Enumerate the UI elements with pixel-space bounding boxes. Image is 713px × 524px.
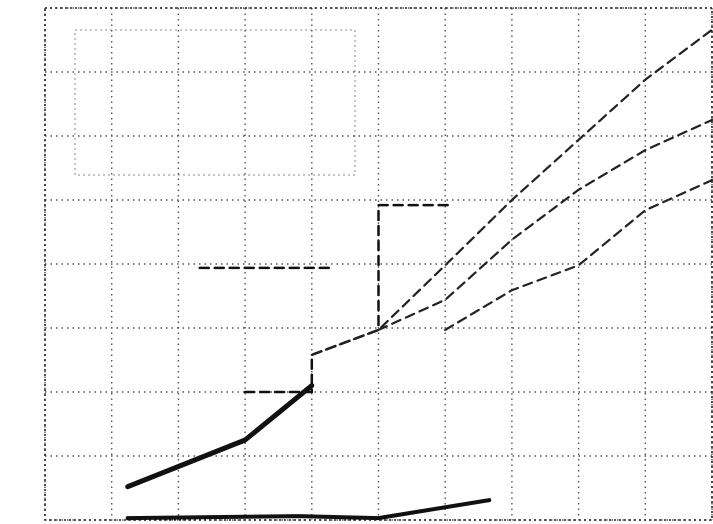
series-group bbox=[125, 28, 713, 521]
legend-box bbox=[74, 29, 356, 176]
series-line bbox=[125, 383, 315, 490]
series-line bbox=[444, 179, 713, 332]
series-line bbox=[310, 28, 713, 356]
plot-frame bbox=[44, 7, 713, 521]
series-line bbox=[125, 498, 492, 521]
series-line bbox=[377, 118, 713, 332]
